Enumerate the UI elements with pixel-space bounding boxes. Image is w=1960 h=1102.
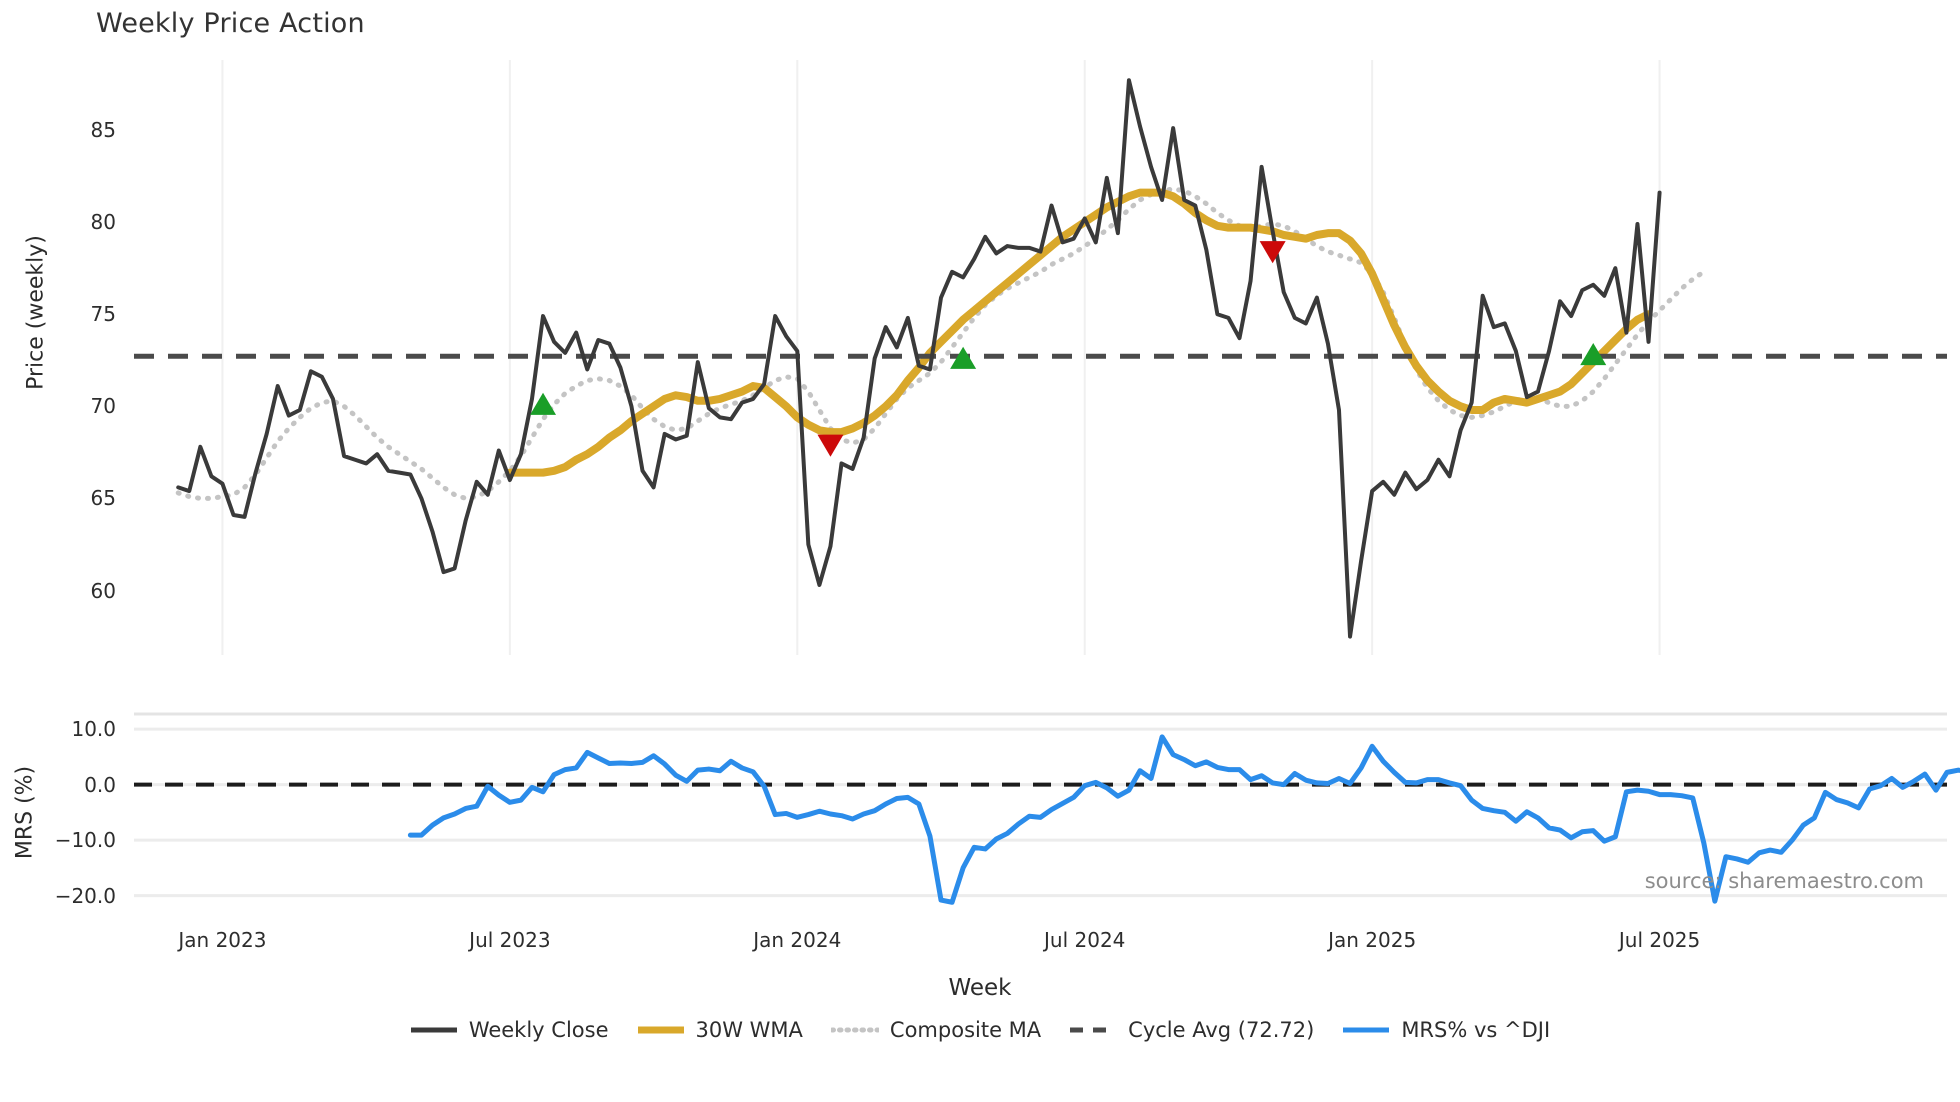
series-weekly-close [176, 78, 1662, 639]
buy-marker-triangle-4[interactable] [1580, 343, 1607, 366]
legend-item-2[interactable]: Composite MA [830, 1018, 1042, 1042]
legend-label-0: Weekly Close [468, 1018, 609, 1042]
legend-swatch-0 [410, 1027, 457, 1033]
legend-swatch-2 [830, 1027, 879, 1033]
source-watermark: source: sharemaestro.com [1644, 869, 1924, 893]
x-tick-2: Jan 2024 [753, 928, 842, 952]
legend-label-4: MRS% vs ^DJI [1401, 1018, 1551, 1042]
x-axis-label: Week [948, 975, 1012, 1001]
series-composite-ma [175, 186, 1707, 501]
price-ytick-0: 60 [90, 578, 116, 603]
mrs-ytick-3: 10.0 [71, 717, 116, 742]
legend-label-3: Cycle Avg (72.72) [1128, 1018, 1315, 1042]
price-ytick-4: 80 [90, 210, 116, 235]
mrs-ytick-2: 0.0 [84, 772, 116, 797]
x-tick-0: Jan 2023 [178, 928, 267, 952]
sell-marker-triangle-1[interactable] [817, 434, 844, 457]
x-tick-5: Jul 2025 [1618, 928, 1701, 952]
legend-item-1[interactable]: 30W WMA [637, 1018, 803, 1042]
x-tick-4: Jan 2025 [1328, 928, 1417, 952]
series-mrs [407, 734, 1960, 905]
page-title: Weekly Price Action [96, 8, 365, 39]
buy-marker-triangle-2[interactable] [950, 346, 977, 369]
price-ytick-5: 85 [90, 118, 116, 142]
mrs-axis-label: MRS (%) [12, 765, 38, 860]
chart-legend: Weekly Close 30W WMA Composite MA Cycle Avg… [0, 1018, 1960, 1042]
price-ytick-3: 75 [90, 302, 116, 327]
sell-marker-triangle-3[interactable] [1259, 241, 1286, 264]
price-ytick-2: 70 [90, 394, 116, 419]
chart-canvas [134, 60, 1960, 905]
legend-label-1: 30W WMA [695, 1018, 803, 1042]
legend-swatch-4 [1343, 1027, 1390, 1033]
mrs-ytick-1: −10.0 [54, 828, 116, 853]
legend-item-4[interactable]: MRS% vs ^DJI [1342, 1018, 1550, 1042]
legend-swatch-3 [1070, 1027, 1117, 1033]
price-ytick-1: 65 [90, 486, 116, 511]
legend-item-3[interactable]: Cycle Avg (72.72) [1069, 1018, 1314, 1042]
buy-marker-triangle-0[interactable] [530, 392, 557, 415]
x-tick-3: Jul 2024 [1044, 928, 1126, 952]
legend-item-0[interactable]: Weekly Close [410, 1018, 609, 1042]
mrs-ytick-0: −20.0 [54, 883, 116, 908]
x-tick-1: Jul 2023 [469, 928, 551, 952]
legend-label-2: Composite MA [889, 1018, 1042, 1042]
legend-swatch-1 [637, 1026, 684, 1034]
